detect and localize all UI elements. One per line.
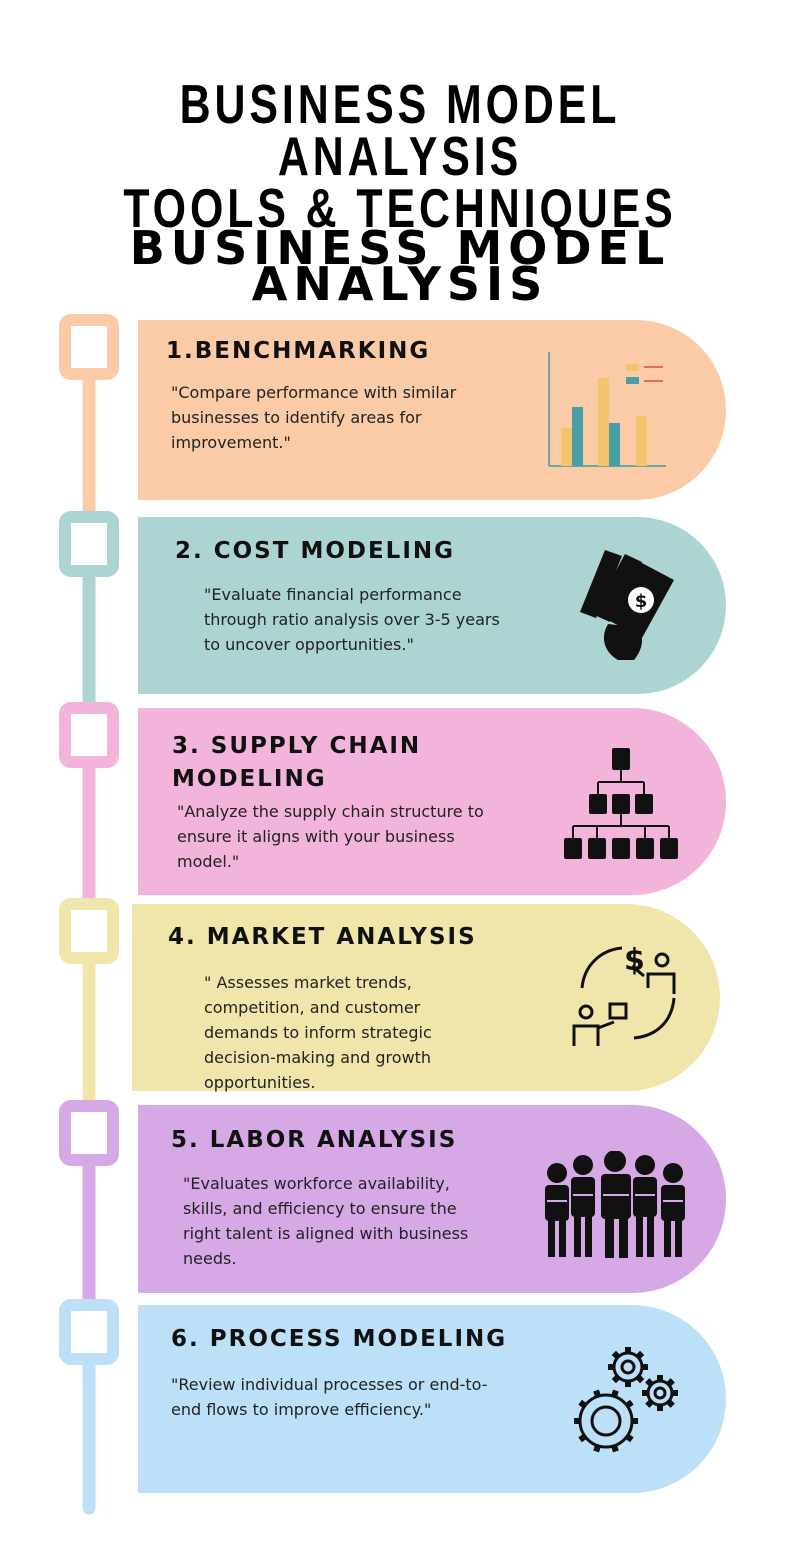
money-hand-icon: $ [580,550,674,660]
step-card-process-modeling: 6. PROCESS MODELING "Review individual p… [138,1305,726,1493]
gear-tooth [635,1374,645,1384]
gear-tooth [611,1374,621,1384]
step-title: 4. MARKET ANALYSIS [168,924,477,950]
gears-icon [574,1347,678,1453]
svg-text:$: $ [635,591,648,612]
bar-chart-icon [548,352,666,467]
main-title: BUSINESS MODEL ANALYSIS TOOLS & TECHNIQU… [88,73,712,239]
gear-tooth [578,1399,587,1409]
timeline-marker [59,511,119,577]
section-title-line-2: ANALYSIS [251,257,549,311]
gear-tooth [645,1378,654,1387]
gear-tooth [611,1350,621,1360]
step-description: "Evaluate financial performance through … [204,585,500,654]
step-description: "Compare performance with similar busine… [171,383,457,452]
gear-tooth [625,1433,634,1443]
step-title: 3. SUPPLY CHAIN MODELING [172,733,422,792]
timeline-marker [59,898,119,964]
main-title-line-1: BUSINESS MODEL ANALYSIS [179,73,621,187]
step-description: " Assesses market trends, competition, a… [204,973,432,1092]
gear-tooth [611,1389,619,1398]
main-title-line-2: TOOLS & TECHNIQUES [123,177,677,239]
step-title: 6. PROCESS MODELING [171,1326,508,1352]
gear-tooth [593,1389,601,1398]
timeline-marker [59,314,119,380]
gear-tooth [645,1399,654,1408]
step-card-cost-modeling: 2. COST MODELING "Evaluate financial per… [138,517,726,694]
gear-tooth [611,1444,619,1453]
gear-tooth [666,1399,675,1408]
step-title: 2. COST MODELING [175,538,456,564]
hierarchy-icon [564,748,678,859]
gear-tooth [578,1433,587,1443]
step-card-market-analysis: 4. MARKET ANALYSIS " Assesses market tre… [132,904,720,1092]
timeline-marker [59,702,119,768]
section-title-line-1: BUSINESS MODEL [129,221,671,275]
svg-text:$: $ [624,943,645,978]
step-description: "Review individual processes or end-to-e… [171,1375,488,1419]
step-title: 5. LABOR ANALYSIS [171,1127,458,1153]
step-card-benchmarking: 1.BENCHMARKING "Compare performance with… [138,320,726,500]
gear-tooth [625,1399,634,1409]
step-description: "Analyze the supply chain structure to e… [177,802,484,871]
section-title: BUSINESS MODEL ANALYSIS [0,221,800,311]
exchange-icon: $ [572,943,676,1046]
step-title: 1.BENCHMARKING [166,338,431,364]
workers-icon [545,1151,685,1258]
timeline-marker [59,1100,119,1166]
step-card-labor-analysis: 5. LABOR ANALYSIS "Evaluates workforce a… [138,1105,726,1293]
gear-tooth [635,1350,645,1360]
timeline-marker [59,1299,119,1365]
step-description: "Evaluates workforce availability, skill… [183,1174,469,1268]
step-card-supply-chain: 3. SUPPLY CHAIN MODELING "Analyze the su… [138,708,726,895]
gear-tooth [593,1444,601,1453]
gear-tooth [666,1378,675,1387]
